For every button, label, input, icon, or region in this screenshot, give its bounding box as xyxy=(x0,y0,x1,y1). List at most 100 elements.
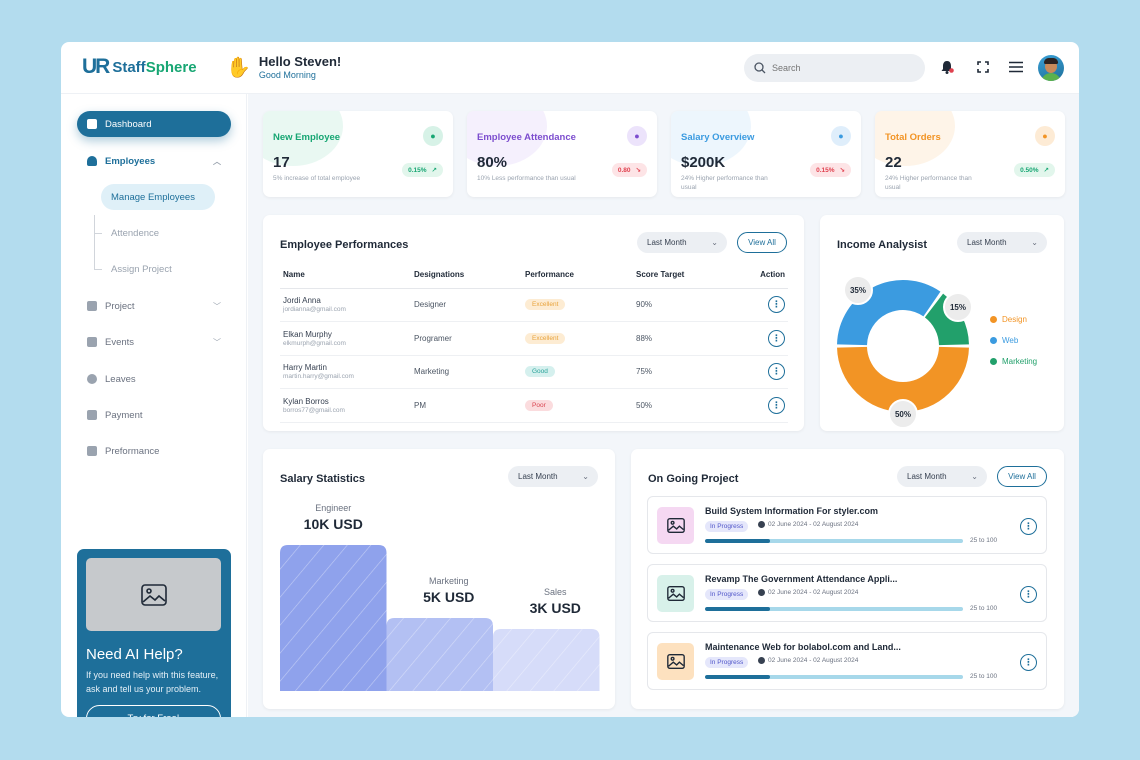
salary-bar-chart xyxy=(280,545,600,691)
sidebar-item-label: Employees xyxy=(105,155,156,167)
project-date-text: 02 June 2024 - 02 August 2024 xyxy=(768,657,859,664)
sidebar-item-dashboard[interactable]: Dashboard xyxy=(77,111,231,137)
income-donut-chart: 50% 35% 15% xyxy=(837,275,973,429)
clock-icon xyxy=(758,657,765,664)
employee-email: martin.harry@gmail.com xyxy=(283,373,354,381)
income-filter-dropdown[interactable]: Last Month ⌄ xyxy=(957,232,1047,253)
percentage-bubble xyxy=(888,399,918,429)
trend-arrow-icon: ↗ xyxy=(431,167,437,174)
more-options-button[interactable]: ⋮ xyxy=(768,329,785,347)
chart-icon xyxy=(87,446,97,456)
project-item[interactable]: Build System Information For styler.com I… xyxy=(647,496,1047,554)
bar-label: Engineer 10K USD xyxy=(288,503,378,532)
project-title: Maintenance Web for bolabol.com and Land… xyxy=(705,642,901,652)
more-options-button[interactable]: ⋮ xyxy=(1020,586,1037,603)
percentage-label: 15% xyxy=(950,303,966,312)
stat-title: Total Orders xyxy=(885,132,941,143)
stat-note: 24% Higher performance than usual xyxy=(885,175,972,191)
sidebar-subitem-manage-employees[interactable]: Manage Employees xyxy=(101,184,215,210)
bar-value: 3K USD xyxy=(529,600,581,616)
cell-score: 50% xyxy=(636,388,736,423)
salary-filter-dropdown[interactable]: Last Month ⌄ xyxy=(508,466,598,487)
more-options-button[interactable]: ⋮ xyxy=(1020,518,1037,535)
column-header: Action xyxy=(736,262,788,289)
stat-title: Salary Overview xyxy=(681,132,755,143)
more-options-button[interactable]: ⋮ xyxy=(768,296,785,314)
bar-value: 5K USD xyxy=(423,589,475,605)
employee-email: elkmurph@gmail.com xyxy=(283,339,346,347)
projects-filter-dropdown[interactable]: Last Month ⌄ xyxy=(897,466,987,487)
more-options-button[interactable]: ⋮ xyxy=(768,363,785,381)
card-title: Employee Performances xyxy=(280,239,409,251)
cell-designation: Programer xyxy=(414,321,525,356)
try-for-free-button[interactable]: Try for Free! xyxy=(86,705,221,717)
stat-card[interactable]: Employee Attendance ● 80% 10% Less performa… xyxy=(467,111,657,197)
bell-icon[interactable] xyxy=(938,58,956,76)
fullscreen-icon[interactable] xyxy=(974,58,992,76)
project-image-icon xyxy=(657,643,694,680)
stat-card[interactable]: Total Orders ● 22 24% Higher performance th… xyxy=(875,111,1065,197)
cell-action: ⋮ xyxy=(736,321,788,356)
employee-email: borros77@gmail.com xyxy=(283,406,345,414)
search-input[interactable] xyxy=(772,63,912,73)
sidebar-subitem-attendence[interactable]: Attendence xyxy=(111,227,160,239)
avatar[interactable] xyxy=(1038,55,1064,81)
badge-value: 0.15% xyxy=(408,167,427,174)
search-box[interactable] xyxy=(744,54,925,82)
table-row[interactable]: Elkan Murphy elkmurph@gmail.com Programer E… xyxy=(280,321,788,356)
performances-filter-dropdown[interactable]: Last Month ⌄ xyxy=(637,232,727,253)
cell-action: ⋮ xyxy=(736,355,788,389)
stat-card[interactable]: Salary Overview ● $200K 24% Higher performa… xyxy=(671,111,861,197)
greeting-subtitle: Good Morning xyxy=(258,70,316,80)
image-placeholder-icon xyxy=(86,558,221,631)
logo-text-b: Sphere xyxy=(145,58,197,76)
more-options-button[interactable]: ⋮ xyxy=(768,396,785,414)
employee-name: Elkan Murphy xyxy=(283,329,332,339)
sidebar-item-events[interactable]: Events ﹀ xyxy=(77,329,231,355)
cell-designation: Marketing xyxy=(414,355,525,389)
project-icon xyxy=(87,301,97,311)
stat-card[interactable]: New Employee ● 17 5% increase of total empl… xyxy=(263,111,453,197)
sidebar: Dashboard Employees ︿ Manage Employees A… xyxy=(61,94,247,717)
table-row[interactable]: Harry Martin martin.harry@gmail.com Market… xyxy=(280,355,788,389)
menu-icon[interactable] xyxy=(1007,58,1025,76)
chevron-down-icon: ⌄ xyxy=(1031,238,1038,247)
table-row[interactable]: Jordi Anna jordianna@gmail.com Designer Exc… xyxy=(280,288,788,322)
stat-title: Employee Attendance xyxy=(477,132,576,143)
sidebar-item-performance[interactable]: Preformance xyxy=(77,438,231,464)
project-item[interactable]: Maintenance Web for bolabol.com and Land… xyxy=(647,632,1047,690)
clock-icon xyxy=(758,521,765,528)
view-all-button[interactable]: View All xyxy=(997,466,1047,487)
logo[interactable]: UR StaffSphere xyxy=(82,55,197,79)
performances-table: Name Designations Performance Score Targ… xyxy=(280,262,788,423)
more-options-button[interactable]: ⋮ xyxy=(1020,654,1037,671)
percentage-bubble xyxy=(943,292,973,322)
column-header: Performance xyxy=(525,262,636,289)
sidebar-item-leaves[interactable]: Leaves xyxy=(77,366,231,392)
bar-hatch xyxy=(493,629,600,691)
employee-name: Jordi Anna xyxy=(283,296,321,306)
project-item[interactable]: Revamp The Government Attendance Appli..… xyxy=(647,564,1047,622)
view-all-button[interactable]: View All xyxy=(737,232,787,253)
bar-category: Engineer xyxy=(315,503,352,513)
cell-performance: Excellent xyxy=(525,321,636,356)
dropdown-value: Last Month xyxy=(647,238,687,247)
greeting-title: Hello Steven! xyxy=(258,54,342,69)
legend-label: Design xyxy=(1002,315,1027,324)
project-date-text: 02 June 2024 - 02 August 2024 xyxy=(768,521,859,528)
salary-statistics-card: Salary Statistics Last Month ⌄ Engineer 10… xyxy=(263,449,615,709)
clock-icon xyxy=(758,589,765,596)
sidebar-item-employees[interactable]: Employees ︿ xyxy=(77,148,231,174)
dashboard-icon xyxy=(87,119,97,129)
chevron-down-icon: ⌄ xyxy=(582,472,589,481)
sidebar-subitem-assign-project[interactable]: Assign Project xyxy=(111,263,172,275)
cash-icon: ● xyxy=(831,126,851,146)
waving-hand-icon: ✋ xyxy=(226,56,251,79)
table-row[interactable]: Kylan Borros borros77@gmail.com PM Poor 50% ⋮ xyxy=(280,388,788,423)
progress-fill xyxy=(705,539,770,543)
project-progress-text: 25 to 100 xyxy=(970,537,998,544)
sidebar-item-project[interactable]: Project ﹀ xyxy=(77,293,231,319)
sidebar-item-payment[interactable]: Payment xyxy=(77,402,231,428)
employee-name: Harry Martin xyxy=(283,363,328,373)
donut-slice-design xyxy=(837,346,969,412)
